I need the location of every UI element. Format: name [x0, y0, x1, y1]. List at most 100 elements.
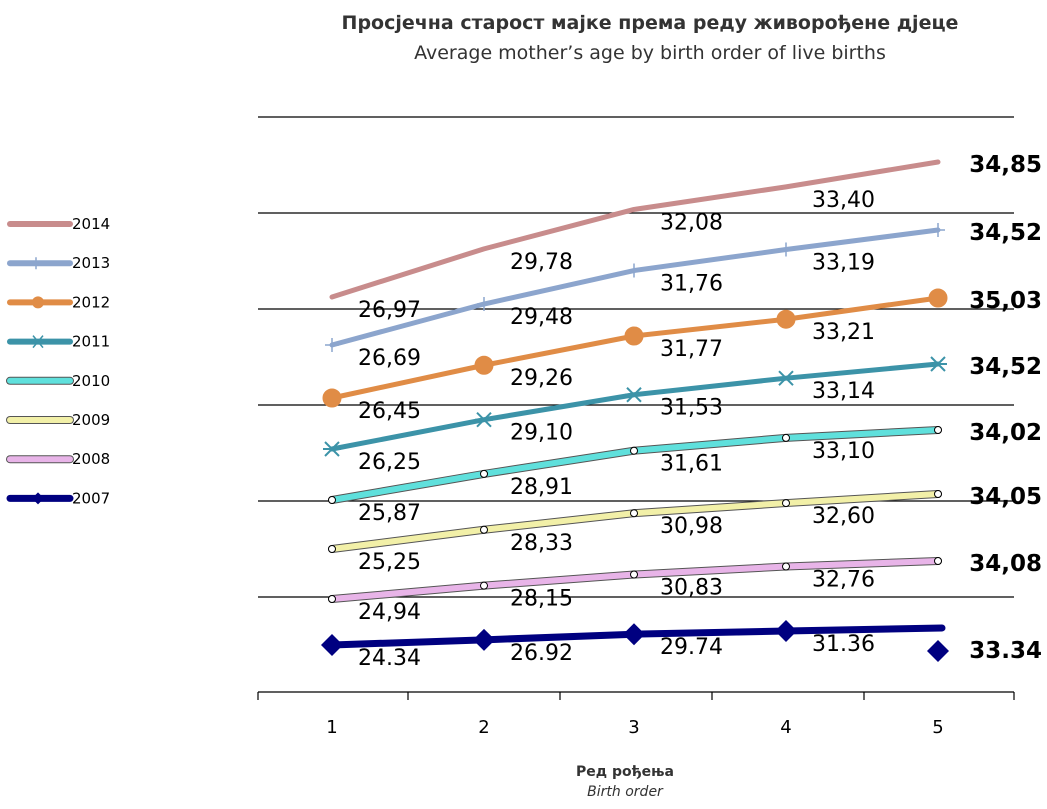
data-label: 30,98 — [660, 514, 723, 539]
end-value-label: 34,08 — [969, 551, 1042, 577]
small-circle-marker — [782, 499, 790, 508]
series-line — [329, 159, 941, 300]
legend-label: 2014 — [72, 215, 110, 233]
data-label: 33,21 — [812, 320, 875, 345]
small-circle-marker — [934, 490, 942, 498]
data-label: 28,15 — [510, 587, 573, 612]
legend-marker — [32, 492, 44, 505]
data-label: 33,40 — [812, 188, 875, 213]
legend-marker — [31, 335, 45, 349]
chart-subtitle: Average mother’s age by birth order of l… — [414, 42, 886, 64]
end-value-label: 34,52 — [969, 354, 1042, 380]
plus-marker — [931, 223, 945, 237]
data-label: 26.92 — [510, 641, 573, 666]
small-circle-marker — [328, 496, 336, 504]
circle-marker — [474, 355, 494, 375]
x-tick-label: 4 — [780, 717, 791, 738]
x-tick-label: 1 — [326, 717, 337, 738]
small-circle-marker — [782, 433, 790, 442]
diamond-marker — [775, 619, 797, 642]
asterisk-marker — [475, 411, 493, 428]
data-label: 31.36 — [812, 632, 875, 657]
legend-label: 2010 — [72, 372, 110, 390]
circle-marker — [322, 388, 342, 408]
legend-label: 2009 — [72, 411, 110, 429]
small-circle-marker — [782, 562, 790, 571]
data-label: 31,61 — [660, 452, 723, 477]
data-label: 28,91 — [510, 475, 573, 500]
plus-marker — [325, 338, 339, 352]
data-label: 29,10 — [510, 421, 573, 446]
legend-marker — [30, 257, 42, 270]
data-label: 26,25 — [358, 450, 421, 475]
data-label: 32,76 — [812, 567, 875, 592]
end-value-label: 34,02 — [969, 420, 1042, 446]
data-label: 26,45 — [358, 399, 421, 424]
small-circle-marker — [328, 595, 336, 603]
diamond-marker — [473, 628, 495, 651]
data-label: 25,25 — [358, 550, 421, 575]
data-label: 31,77 — [660, 337, 723, 362]
asterisk-marker — [323, 441, 341, 457]
data-label: 29.74 — [660, 635, 723, 660]
end-value-label: 33.34 — [969, 638, 1042, 664]
end-value-label: 35,03 — [969, 288, 1042, 314]
data-label: 30,83 — [660, 576, 723, 601]
end-value-label: 34,05 — [969, 484, 1042, 510]
small-circle-marker — [934, 557, 942, 565]
end-value-label: 34,52 — [969, 220, 1042, 246]
small-circle-marker — [630, 509, 638, 518]
end-value-label: 34,85 — [969, 152, 1042, 178]
data-label: 33,14 — [812, 379, 875, 404]
data-label: 33,19 — [812, 251, 875, 276]
data-label: 29,48 — [510, 305, 573, 330]
small-circle-marker — [934, 426, 942, 434]
data-label: 33,10 — [812, 439, 875, 464]
circle-marker — [776, 309, 796, 329]
x-tick-label: 2 — [478, 717, 489, 738]
diamond-marker — [321, 634, 343, 656]
small-circle-marker — [630, 570, 638, 579]
x-axis-title-en: Birth order — [587, 784, 663, 800]
small-circle-marker — [480, 525, 488, 534]
series-layer — [321, 159, 949, 662]
small-circle-marker — [480, 469, 488, 478]
data-label: 31,76 — [660, 272, 723, 297]
x-tick-label: 3 — [628, 717, 639, 738]
data-label: 25,87 — [358, 501, 421, 526]
data-label: 26,97 — [358, 298, 421, 323]
legend-label: 2007 — [72, 489, 110, 507]
data-label: 24,94 — [358, 600, 421, 625]
circle-marker — [624, 326, 644, 346]
data-label: 28,33 — [510, 531, 573, 556]
legend-label: 2013 — [72, 254, 110, 272]
small-circle-marker — [630, 446, 638, 455]
x-tick-label: 5 — [932, 717, 943, 738]
x-axis-title: Ред рођења — [576, 764, 674, 780]
asterisk-marker — [929, 356, 947, 372]
legend-label: 2008 — [72, 450, 110, 468]
asterisk-marker — [625, 387, 643, 403]
legend: 2014 2013 2012 2011 2010 2009 2008 2007 — [6, 215, 110, 507]
plus-marker — [779, 242, 793, 257]
data-labels: 26,97 29,78 32,08 33,40 34,85 26,69 29,48 31,76… — [358, 152, 1042, 671]
plus-marker — [627, 263, 641, 278]
chart-title: Просјечна старост мајке према реду живор… — [341, 12, 959, 34]
small-circle-marker — [480, 581, 488, 590]
data-label: 32,60 — [812, 504, 875, 529]
legend-label: 2011 — [72, 333, 110, 351]
x-axis: 1 2 3 4 5 — [257, 691, 1015, 738]
data-label: 26,69 — [358, 346, 421, 371]
circle-marker — [928, 288, 948, 308]
data-label: 24.34 — [358, 646, 421, 671]
data-label: 29,26 — [510, 366, 573, 391]
diamond-marker — [623, 623, 645, 646]
data-label: 31,53 — [660, 396, 723, 421]
plus-marker — [477, 297, 491, 312]
diamond-marker — [927, 640, 949, 662]
data-label: 32,08 — [660, 210, 723, 235]
small-circle-marker — [328, 545, 336, 553]
legend-label: 2012 — [72, 293, 110, 311]
asterisk-marker — [777, 370, 795, 386]
